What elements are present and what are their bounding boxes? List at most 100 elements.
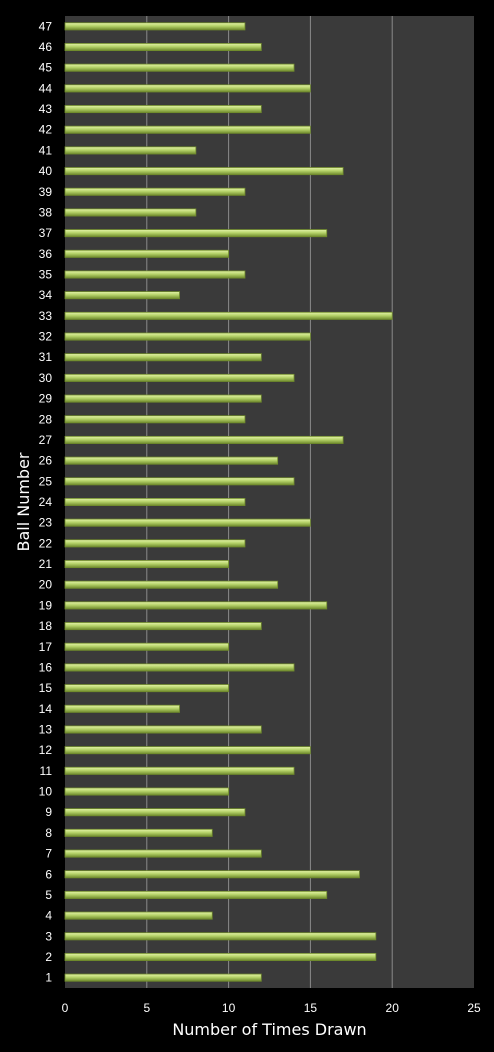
bar-ball-9 <box>64 808 246 817</box>
y-tick-label: 33 <box>39 309 53 323</box>
y-tick-label: 17 <box>39 640 53 654</box>
y-tick-label: 12 <box>39 743 53 757</box>
bar-ball-31 <box>64 353 262 362</box>
x-tick-label: 10 <box>222 1001 236 1015</box>
bar-ball-29 <box>64 394 262 403</box>
y-tick-label: 23 <box>39 516 53 530</box>
bar-ball-10 <box>64 787 230 796</box>
y-tick-label: 9 <box>45 805 52 819</box>
bar-ball-21 <box>64 560 230 569</box>
bar-ball-45 <box>64 63 295 72</box>
y-tick-label: 32 <box>39 330 53 344</box>
y-tick-label: 13 <box>39 722 53 736</box>
bar-ball-44 <box>64 84 311 93</box>
y-tick-label: 22 <box>39 536 53 550</box>
bar-ball-13 <box>64 725 262 734</box>
bar-ball-20 <box>64 580 279 589</box>
y-tick-label: 31 <box>39 350 53 364</box>
y-tick-label: 24 <box>39 495 53 509</box>
x-tick-label: 15 <box>304 1001 318 1015</box>
y-tick-label: 30 <box>39 371 53 385</box>
y-tick-label: 28 <box>39 412 53 426</box>
y-tick-label: 3 <box>45 929 52 943</box>
y-tick-label: 5 <box>45 888 52 902</box>
x-tick-label: 0 <box>62 1001 69 1015</box>
y-tick-label: 39 <box>39 185 53 199</box>
bar-ball-6 <box>64 870 360 879</box>
y-tick-label: 26 <box>39 454 53 468</box>
y-tick-label: 16 <box>39 660 53 674</box>
x-tick-label: 25 <box>467 1001 481 1015</box>
bar-ball-7 <box>64 849 262 858</box>
x-axis-ticks: 0 5 10 15 20 25 <box>62 1001 481 1015</box>
y-tick-label: 18 <box>39 619 53 633</box>
bar-ball-30 <box>64 373 295 382</box>
y-tick-label: 29 <box>39 392 53 406</box>
y-tick-label: 43 <box>39 102 53 116</box>
bar-ball-11 <box>64 766 295 775</box>
y-tick-label: 40 <box>39 164 53 178</box>
y-tick-label: 44 <box>39 81 53 95</box>
y-tick-label: 7 <box>45 847 52 861</box>
bar-ball-12 <box>64 746 311 755</box>
bar-ball-36 <box>64 249 230 258</box>
bar-ball-25 <box>64 477 295 486</box>
bar-ball-34 <box>64 291 180 300</box>
y-tick-label: 46 <box>39 40 53 54</box>
y-tick-label: 2 <box>45 950 52 964</box>
bar-ball-46 <box>64 43 262 52</box>
y-tick-label: 19 <box>39 598 53 612</box>
bar-ball-43 <box>64 105 262 114</box>
y-tick-label: 27 <box>39 433 53 447</box>
bar-ball-28 <box>64 415 246 424</box>
y-tick-label: 37 <box>39 226 53 240</box>
y-axis-ticks: 1234567891011121314151617181920212223242… <box>39 19 53 984</box>
bar-ball-33 <box>64 311 393 320</box>
bar-ball-27 <box>64 435 344 444</box>
bar-ball-1 <box>64 973 262 982</box>
bar-ball-16 <box>64 663 295 672</box>
x-axis-title: Number of Times Drawn <box>172 1020 366 1039</box>
bar-ball-41 <box>64 146 197 155</box>
y-tick-label: 10 <box>39 785 53 799</box>
bar-ball-3 <box>64 932 377 941</box>
x-tick-label: 5 <box>143 1001 150 1015</box>
y-axis-title: Ball Number <box>14 452 33 551</box>
bar-ball-22 <box>64 539 246 548</box>
y-tick-label: 20 <box>39 578 53 592</box>
y-tick-label: 4 <box>45 909 52 923</box>
bar-ball-23 <box>64 518 311 527</box>
x-tick-label: 20 <box>386 1001 400 1015</box>
bar-ball-5 <box>64 890 328 899</box>
y-tick-label: 47 <box>39 19 53 33</box>
bar-ball-26 <box>64 456 279 465</box>
y-tick-label: 25 <box>39 474 53 488</box>
y-tick-label: 36 <box>39 247 53 261</box>
y-tick-label: 45 <box>39 61 53 75</box>
y-tick-label: 41 <box>39 143 53 157</box>
bar-ball-19 <box>64 601 328 610</box>
bar-ball-42 <box>64 125 311 134</box>
y-tick-label: 35 <box>39 268 53 282</box>
y-tick-label: 38 <box>39 205 53 219</box>
y-tick-label: 42 <box>39 123 53 137</box>
bar-ball-8 <box>64 828 213 837</box>
bar-ball-18 <box>64 622 262 631</box>
bar-ball-47 <box>64 22 246 31</box>
bar-ball-4 <box>64 911 213 920</box>
bar-ball-39 <box>64 187 246 196</box>
bar-ball-14 <box>64 704 180 713</box>
bar-ball-40 <box>64 167 344 176</box>
y-tick-label: 11 <box>40 764 53 778</box>
bar-ball-17 <box>64 642 230 651</box>
y-tick-label: 21 <box>39 557 53 571</box>
bar-ball-15 <box>64 684 230 693</box>
y-tick-label: 34 <box>39 288 53 302</box>
bar-ball-37 <box>64 229 328 238</box>
y-tick-label: 15 <box>39 681 53 695</box>
y-tick-label: 14 <box>39 702 53 716</box>
y-tick-label: 8 <box>45 826 52 840</box>
bar-ball-24 <box>64 497 246 506</box>
